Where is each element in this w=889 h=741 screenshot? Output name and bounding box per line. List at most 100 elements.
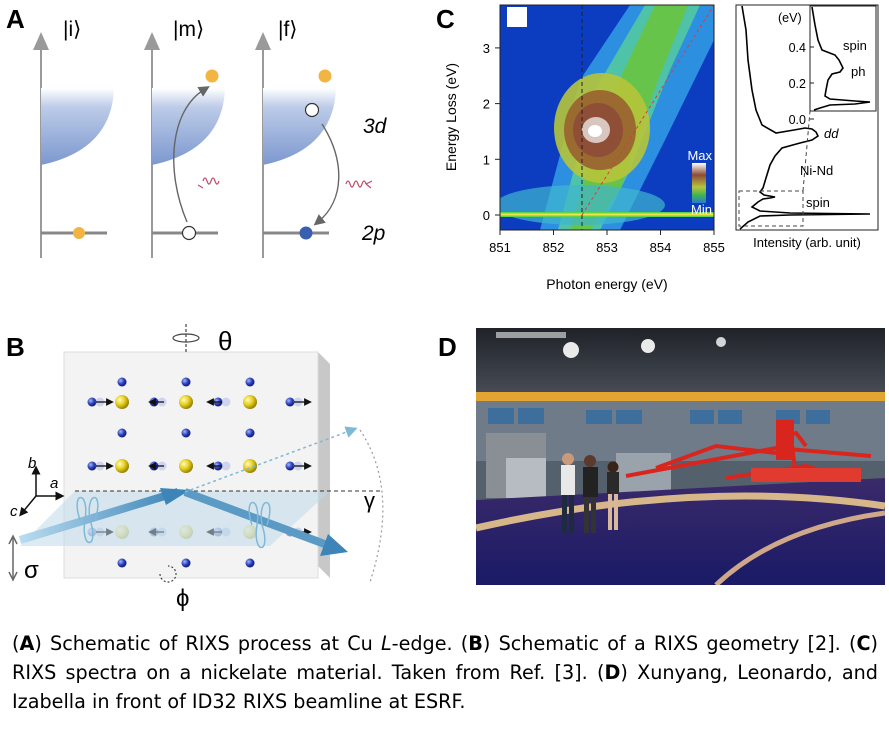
panel-a-letter: A — [6, 4, 25, 34]
copper-atom — [179, 459, 193, 473]
state-m-label: |m⟩ — [173, 18, 204, 41]
x-tick-label: 851 — [489, 240, 511, 255]
y-tick-label: 0 — [483, 208, 490, 223]
oxygen-atom — [181, 377, 191, 387]
emitted-photon-icon — [345, 180, 367, 188]
oxygen-atom — [87, 461, 97, 471]
panel-a-diagram: |i⟩ |m⟩ |f⟩ 3d 2p — [33, 18, 388, 258]
oxygen-atom — [285, 397, 295, 407]
oxygen-atom — [245, 377, 255, 387]
x-tick-label: 853 — [596, 240, 618, 255]
core-hole — [181, 225, 197, 241]
beamline-photo — [476, 328, 885, 585]
inset-tick-labels: 0.4 0.2 0.0 — [789, 41, 814, 127]
panel-d-letter: D — [438, 332, 457, 362]
theta-label: θ — [218, 326, 232, 356]
caption-b-text: ) Schematic of a RIXS geometry [2]. ( — [482, 632, 857, 655]
copper-atom — [243, 395, 257, 409]
x-axis-label: Photon energy (eV) — [546, 276, 667, 292]
oxygen-atom — [245, 428, 255, 438]
people — [561, 453, 619, 533]
state-i-column — [33, 32, 114, 258]
y-tick-labels: 0 1 2 3 — [483, 41, 500, 223]
excitation-arrow — [173, 86, 210, 223]
state-f-column — [255, 32, 373, 258]
axis-c-label: c — [10, 503, 18, 520]
inset-label-spin: spin — [843, 38, 867, 53]
oxygen-atom — [285, 461, 295, 471]
copper-atom — [115, 459, 129, 473]
sigma-label: σ — [24, 557, 39, 584]
caption-a-text: ) Schematic of RIXS process at Cu — [34, 632, 381, 655]
label-spin: spin — [806, 195, 830, 210]
y-tick-label: 1 — [483, 152, 490, 167]
incoming-photon-icon — [202, 177, 220, 185]
axis-b-label: b — [28, 455, 36, 472]
inset-unit: (eV) — [778, 11, 802, 25]
label-dd: dd — [824, 126, 839, 141]
panel-b-letter: B — [6, 332, 25, 362]
x-tick-labels: 851 852 853 854 855 — [489, 230, 725, 255]
x-tick-label: 852 — [543, 240, 565, 255]
label-ni-nd: Ni-Nd — [800, 163, 833, 178]
panel-c-letter: C — [436, 4, 455, 34]
panel-b-diagram: θ γ b a c σ ϕ — [8, 324, 384, 612]
state-f-label: |f⟩ — [278, 18, 297, 41]
caption-l-italic: L — [380, 632, 392, 655]
y-tick-label: 3 — [483, 41, 490, 56]
caption-c-text: ) RIXS spectra on a nickelate material. … — [12, 632, 879, 684]
inset-spectrum — [811, 6, 871, 111]
excited-electron — [318, 69, 332, 83]
side-x-axis-label: Intensity (arb. unit) — [753, 235, 861, 250]
panel-c-figure: Max Min 851 852 853 854 855 0 1 2 3 Photon ener… — [443, 4, 879, 292]
colorbar — [692, 163, 706, 203]
oxygen-atom — [181, 558, 191, 568]
caption-b-letter: B — [468, 632, 483, 655]
oxygen-atom-shadow — [221, 461, 231, 471]
oxygen-atom — [245, 558, 255, 568]
colorbar-min-label: Min — [691, 202, 712, 217]
inset-tick-label: 0.0 — [789, 113, 806, 127]
valence-hole — [304, 102, 320, 118]
spectrum-line — [739, 5, 871, 230]
inset-tick-label: 0.4 — [789, 41, 806, 55]
gamma-label: γ — [364, 488, 375, 513]
colorbar-max-label: Max — [687, 148, 712, 163]
oxygen-atom-shadow — [221, 397, 231, 407]
copper-atom — [115, 395, 129, 409]
3d-band — [41, 88, 114, 165]
axis-a-label: a — [50, 475, 58, 492]
phi-label: ϕ — [176, 585, 189, 612]
inset-panel — [809, 5, 877, 112]
oxygen-atom — [117, 428, 127, 438]
oxygen-atom — [117, 377, 127, 387]
state-i-label: |i⟩ — [63, 18, 81, 41]
state-m-column — [144, 32, 225, 258]
y-tick-label: 2 — [483, 97, 490, 112]
copper-atom — [179, 395, 193, 409]
caption-d-text: ) Xunyang, Leonardo, and Izabella in fro… — [12, 661, 878, 713]
copper-atom — [243, 459, 257, 473]
oxygen-atom — [87, 397, 97, 407]
caption-d-letter: D — [604, 661, 621, 684]
decay-arrow — [313, 123, 340, 226]
caption-a-letter: A — [19, 632, 35, 655]
rixs-map — [500, 5, 714, 230]
crystal-axes: b a c — [10, 455, 65, 520]
inset-label-ph: ph — [851, 64, 865, 79]
label-2p: 2p — [361, 222, 385, 245]
y-axis-label: Energy Loss (eV) — [443, 63, 459, 171]
inset-tick-label: 0.2 — [789, 77, 806, 91]
side-spectrum-panel: (eV) 0.4 0.2 0.0 spin ph dd Ni-Nd spin — [735, 4, 879, 231]
oxygen-atom — [117, 558, 127, 568]
figure-caption: (A) Schematic of RIXS process at Cu L-ed… — [12, 632, 879, 713]
core-electron — [73, 227, 85, 239]
3d-band — [263, 88, 336, 165]
3d-band — [152, 88, 225, 165]
x-tick-label: 855 — [703, 240, 725, 255]
label-3d: 3d — [363, 115, 388, 138]
excited-electron — [205, 69, 219, 83]
x-tick-label: 854 — [650, 240, 672, 255]
oxygen-atom — [181, 428, 191, 438]
caption-c-letter: C — [856, 632, 871, 655]
